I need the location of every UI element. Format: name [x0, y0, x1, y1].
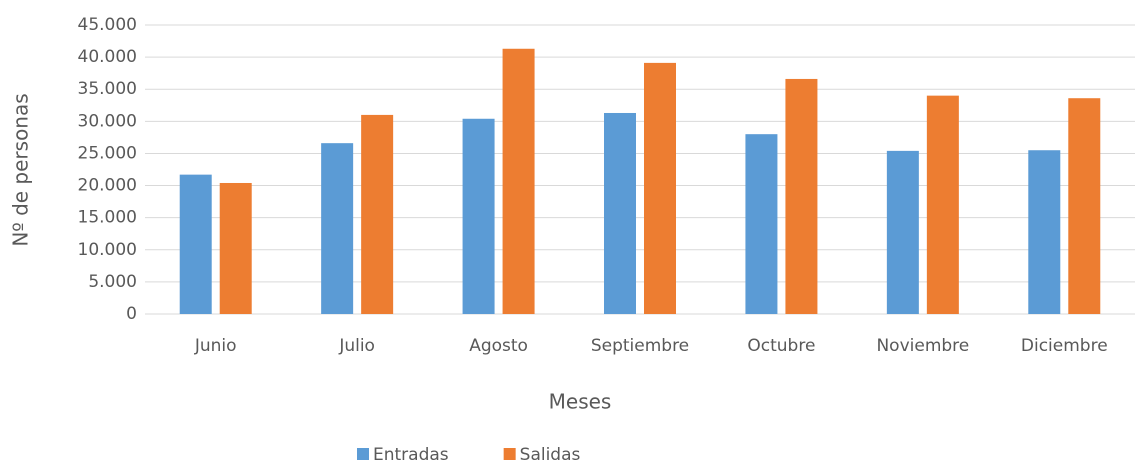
x-tick-label: Noviembre	[876, 336, 969, 356]
y-tick-label: 5.000	[88, 272, 137, 292]
bar	[644, 62, 676, 314]
legend-label: Entradas	[373, 445, 449, 464]
y-tick-label: 35.000	[78, 79, 137, 99]
bar	[219, 182, 252, 314]
x-tick-label: Diciembre	[1021, 336, 1108, 356]
x-tick-label: Julio	[338, 336, 375, 356]
legend-label: Salidas	[520, 445, 581, 464]
x-tick-label: Junio	[194, 336, 237, 356]
bar	[604, 112, 636, 315]
y-tick-label: 20.000	[78, 176, 137, 196]
legend-swatch	[503, 448, 516, 460]
x-tick-label: Octubre	[747, 336, 815, 356]
y-tick-label: 30.000	[78, 111, 137, 131]
y-tick-label: 40.000	[78, 47, 137, 67]
x-tick-label: Septiembre	[591, 336, 689, 356]
bar	[1028, 150, 1061, 314]
bar	[179, 174, 212, 314]
bar	[745, 134, 778, 314]
x-tick-label: Agosto	[469, 336, 528, 356]
y-tick-label: 15.000	[78, 208, 137, 228]
bar	[321, 143, 354, 314]
x-axis-label: Meses	[549, 390, 612, 414]
y-tick-label: 45.000	[78, 15, 137, 35]
bar	[886, 150, 919, 314]
bar	[1068, 98, 1101, 314]
bar	[785, 78, 818, 315]
y-tick-label: 10.000	[78, 240, 137, 260]
y-tick-label: 25.000	[78, 143, 137, 163]
bar	[926, 95, 959, 315]
bar	[502, 48, 535, 315]
bar	[462, 118, 495, 315]
y-tick-label: 0	[126, 304, 137, 324]
bar	[361, 114, 394, 315]
legend-swatch	[357, 448, 369, 460]
y-axis-label: Nº de personas	[9, 93, 33, 246]
